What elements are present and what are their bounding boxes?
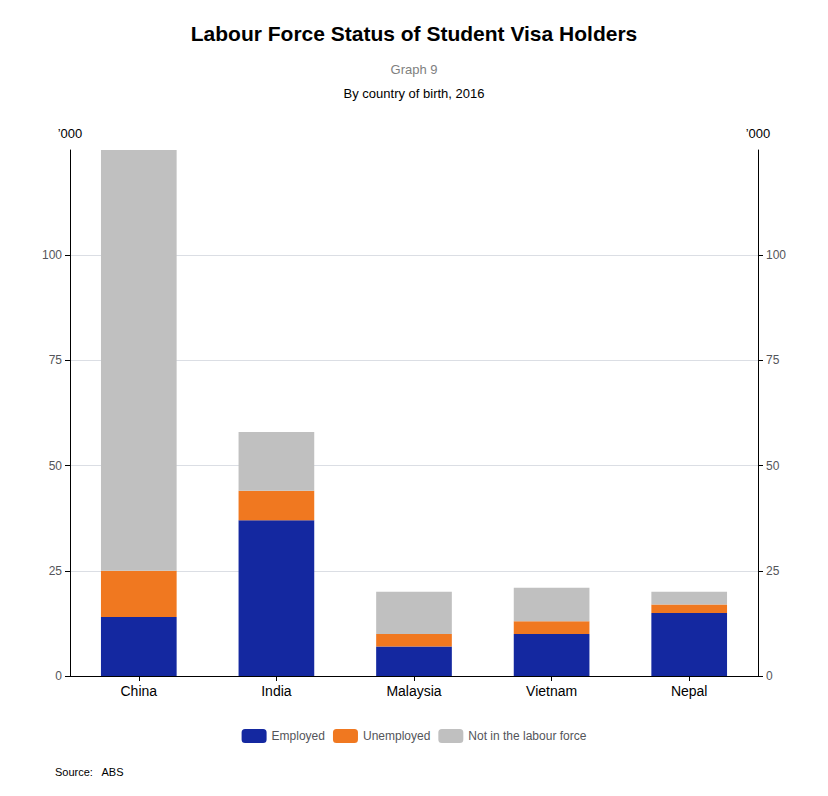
svg-text:Graph 9: Graph 9 — [391, 62, 438, 77]
svg-text:Employed: Employed — [272, 729, 325, 743]
svg-text:50: 50 — [766, 459, 780, 473]
svg-text:Not in the labour force: Not in the labour force — [468, 729, 586, 743]
svg-text:’000: ’000 — [746, 126, 771, 141]
svg-text:Malaysia: Malaysia — [386, 683, 441, 699]
svg-text:Nepal: Nepal — [671, 683, 708, 699]
svg-text:Unemployed: Unemployed — [363, 729, 430, 743]
svg-text:25: 25 — [766, 564, 780, 578]
svg-text:China: China — [121, 683, 158, 699]
svg-text:75: 75 — [49, 353, 63, 367]
svg-text:100: 100 — [42, 248, 62, 262]
svg-text:By country of birth, 2016: By country of birth, 2016 — [344, 86, 485, 101]
svg-text:75: 75 — [766, 353, 780, 367]
svg-text:0: 0 — [766, 669, 773, 683]
svg-text:’000: ’000 — [58, 126, 83, 141]
svg-text:50: 50 — [49, 459, 63, 473]
svg-text:India: India — [261, 683, 292, 699]
svg-text:Labour Force Status of Student: Labour Force Status of Student Visa Hold… — [191, 22, 638, 45]
svg-text:0: 0 — [55, 669, 62, 683]
svg-text:25: 25 — [49, 564, 63, 578]
svg-text:100: 100 — [766, 248, 786, 262]
svg-text:Vietnam: Vietnam — [526, 683, 577, 699]
svg-text:Source: ABS: Source: ABS — [55, 766, 123, 778]
